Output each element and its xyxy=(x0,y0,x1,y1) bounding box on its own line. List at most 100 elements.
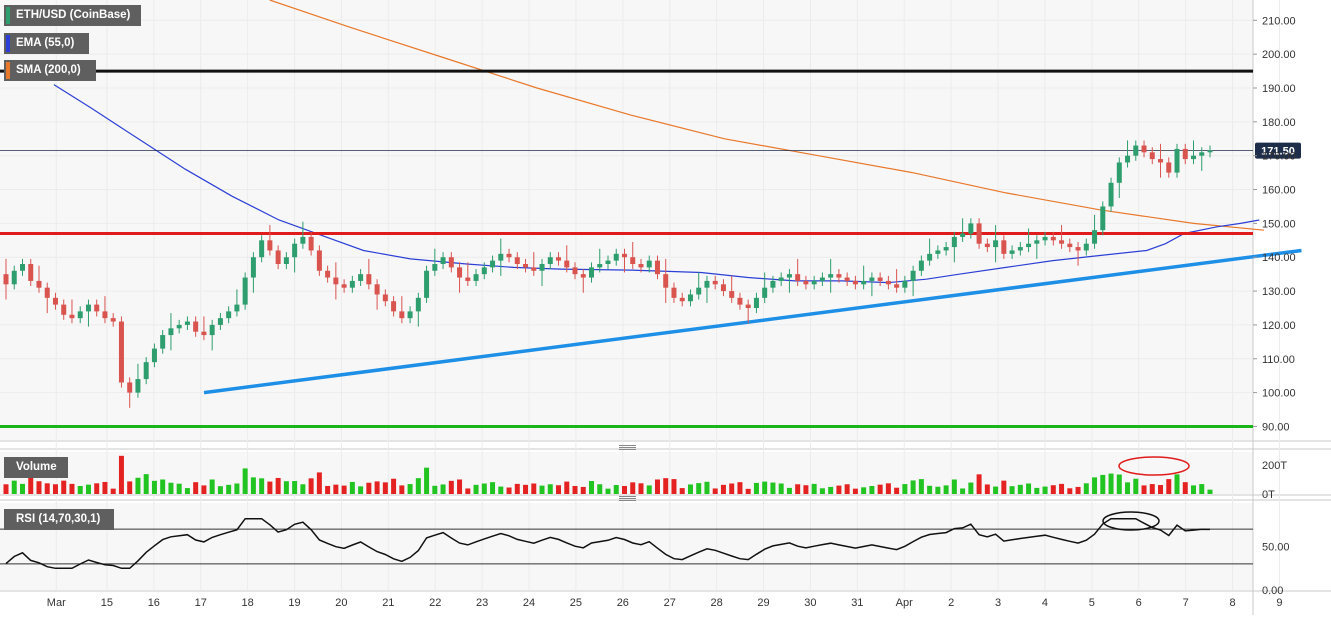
time-tick-label: 21 xyxy=(382,597,394,609)
price-tick-label: 170.00 xyxy=(1262,151,1296,163)
candle-body xyxy=(1158,159,1164,163)
volume-bar xyxy=(1125,482,1131,494)
candle-body xyxy=(160,335,166,349)
time-tick-label: 15 xyxy=(101,597,113,609)
volume-bar xyxy=(209,479,215,494)
candle-body xyxy=(1166,162,1172,173)
sma-line xyxy=(269,0,1265,231)
candle-body xyxy=(811,280,817,285)
volume-text: Volume xyxy=(16,461,57,473)
volume-bar xyxy=(374,481,380,494)
volume-bar xyxy=(943,485,949,494)
volume-bar xyxy=(811,483,817,494)
volume-bar xyxy=(1050,485,1056,494)
candle-body xyxy=(960,233,966,237)
candle-body xyxy=(473,274,479,281)
volume-bar xyxy=(325,485,331,494)
rsi-label[interactable]: RSI (14,70,30,1) xyxy=(4,509,114,530)
volume-label[interactable]: Volume xyxy=(4,457,68,478)
volume-bar xyxy=(234,483,240,494)
symbol-label[interactable]: ETH/USD (CoinBase) xyxy=(4,5,141,26)
sma-text: SMA (200,0) xyxy=(16,64,81,76)
candle-body xyxy=(968,223,974,234)
ema-line xyxy=(53,84,1260,284)
candle-body xyxy=(316,250,322,271)
candle-body xyxy=(531,267,537,271)
volume-bar xyxy=(671,479,677,494)
volume-bar xyxy=(292,481,298,494)
candle-body xyxy=(1083,243,1089,251)
candle-body xyxy=(613,253,619,261)
pane-resize-handle-rsi[interactable] xyxy=(619,496,636,501)
candle-body xyxy=(1059,240,1065,244)
rsi-pane-bg xyxy=(0,503,1253,590)
volume-bar xyxy=(308,478,314,494)
candle-body xyxy=(1034,240,1040,244)
candle-body xyxy=(407,311,413,319)
volume-bar xyxy=(1133,478,1139,494)
candle-body xyxy=(1042,236,1048,241)
candle-body xyxy=(877,277,883,281)
volume-bar xyxy=(1158,485,1164,494)
candle-body xyxy=(943,247,949,251)
volume-bar xyxy=(852,488,858,494)
candle-body xyxy=(852,280,858,285)
volume-bar xyxy=(143,474,149,494)
volume-bar xyxy=(1141,485,1147,494)
time-tick-label: 19 xyxy=(288,597,300,609)
volume-bar xyxy=(69,483,75,494)
candle-body xyxy=(440,257,446,264)
candle-body xyxy=(1001,240,1007,254)
time-tick-label: 29 xyxy=(757,597,769,609)
candle-body xyxy=(663,274,669,288)
time-tick-label: 16 xyxy=(148,597,160,609)
candle-body xyxy=(927,253,933,261)
candle-body xyxy=(382,294,388,302)
candle-body xyxy=(193,321,199,332)
volume-bar xyxy=(927,485,933,494)
candle-body xyxy=(292,243,298,258)
candle-body xyxy=(1108,182,1114,207)
candle-body xyxy=(300,236,306,244)
volume-bar xyxy=(1075,486,1081,494)
volume-bar xyxy=(869,485,875,494)
volume-bar xyxy=(984,484,990,494)
candle-body xyxy=(209,324,215,336)
sma-label[interactable]: SMA (200,0) xyxy=(4,60,96,81)
time-tick-label: 26 xyxy=(617,597,629,609)
candle-body xyxy=(564,260,570,268)
volume-bar xyxy=(704,481,710,494)
candle-body xyxy=(127,382,133,393)
candle-body xyxy=(589,267,595,278)
volume-bar xyxy=(193,482,199,494)
volume-bar xyxy=(1092,477,1098,494)
candle-body xyxy=(687,294,693,302)
candle-body xyxy=(1100,206,1106,231)
candle-body xyxy=(1075,247,1081,251)
volume-bar xyxy=(457,479,463,494)
candle-body xyxy=(1174,148,1180,173)
price-tick-label: 90.00 xyxy=(1262,421,1290,433)
candle-body xyxy=(729,291,735,298)
volume-bar xyxy=(1017,484,1023,494)
volume-bar xyxy=(1059,483,1065,494)
volume-bar xyxy=(1191,485,1197,494)
volume-bar xyxy=(589,481,595,494)
volume-bar xyxy=(720,484,726,494)
candle-body xyxy=(696,287,702,295)
ema-label[interactable]: EMA (55,0) xyxy=(4,33,89,54)
candle-body xyxy=(94,304,100,312)
pane-resize-handle-volume[interactable] xyxy=(619,445,636,450)
volume-bar xyxy=(1026,483,1032,494)
volume-bar xyxy=(795,484,801,494)
candle-body xyxy=(267,240,273,251)
volume-bar xyxy=(11,480,17,494)
volume-bar xyxy=(135,477,141,494)
volume-bar xyxy=(226,484,232,494)
candle-body xyxy=(424,270,430,298)
time-tick-label: 30 xyxy=(804,597,816,609)
volume-bar xyxy=(1034,487,1040,494)
volume-bar xyxy=(654,479,660,494)
